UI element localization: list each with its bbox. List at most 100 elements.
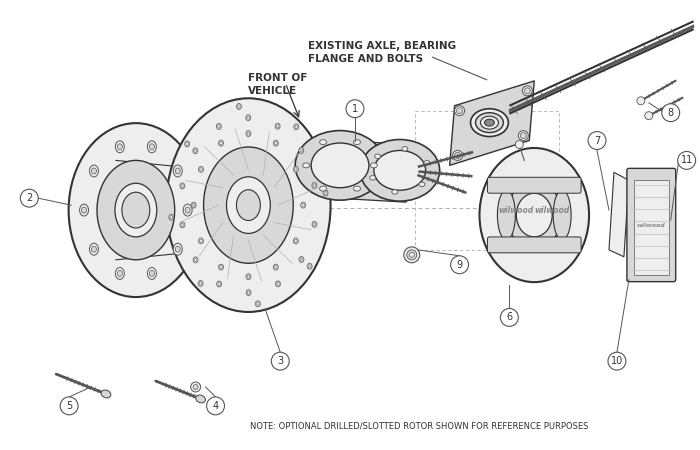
- Circle shape: [410, 252, 414, 257]
- Ellipse shape: [470, 109, 508, 136]
- Ellipse shape: [302, 204, 304, 207]
- Circle shape: [454, 106, 465, 116]
- Ellipse shape: [227, 177, 270, 234]
- Ellipse shape: [370, 176, 376, 180]
- Ellipse shape: [220, 142, 223, 144]
- Circle shape: [645, 112, 653, 120]
- FancyBboxPatch shape: [487, 177, 581, 193]
- Ellipse shape: [370, 163, 377, 168]
- Circle shape: [206, 397, 225, 415]
- Ellipse shape: [101, 390, 111, 398]
- Circle shape: [662, 104, 680, 122]
- Circle shape: [522, 86, 532, 96]
- Ellipse shape: [181, 223, 183, 226]
- Ellipse shape: [186, 207, 190, 213]
- Text: 6: 6: [506, 312, 512, 323]
- Ellipse shape: [299, 148, 304, 153]
- Circle shape: [678, 152, 696, 169]
- Ellipse shape: [237, 104, 242, 109]
- Text: 7: 7: [594, 135, 600, 145]
- Ellipse shape: [218, 283, 220, 285]
- Text: 5: 5: [66, 401, 72, 411]
- Ellipse shape: [480, 116, 498, 129]
- Ellipse shape: [273, 140, 279, 146]
- Ellipse shape: [199, 238, 204, 244]
- Ellipse shape: [217, 281, 222, 287]
- Ellipse shape: [169, 214, 174, 220]
- Ellipse shape: [354, 186, 360, 191]
- Ellipse shape: [82, 207, 87, 213]
- Ellipse shape: [194, 149, 197, 152]
- Ellipse shape: [274, 142, 277, 144]
- Ellipse shape: [196, 395, 205, 403]
- Ellipse shape: [295, 239, 297, 243]
- Circle shape: [193, 384, 198, 390]
- Ellipse shape: [180, 222, 185, 228]
- Ellipse shape: [216, 123, 221, 130]
- Ellipse shape: [312, 143, 369, 188]
- Ellipse shape: [92, 168, 97, 174]
- Text: EXISTING AXLE, BEARING
FLANGE AND BOLTS: EXISTING AXLE, BEARING FLANGE AND BOLTS: [308, 41, 456, 64]
- Ellipse shape: [247, 116, 249, 119]
- Text: 9: 9: [456, 260, 463, 270]
- Ellipse shape: [300, 258, 302, 261]
- Ellipse shape: [374, 154, 381, 158]
- Ellipse shape: [307, 263, 312, 269]
- Circle shape: [518, 130, 528, 140]
- Ellipse shape: [166, 98, 330, 312]
- Text: 1: 1: [352, 104, 358, 114]
- Ellipse shape: [324, 192, 327, 194]
- Circle shape: [608, 352, 626, 370]
- Ellipse shape: [185, 141, 190, 147]
- Ellipse shape: [320, 140, 327, 144]
- Ellipse shape: [180, 183, 185, 189]
- Text: 2: 2: [26, 193, 32, 203]
- Ellipse shape: [118, 270, 122, 276]
- Ellipse shape: [148, 267, 156, 279]
- Ellipse shape: [276, 281, 281, 287]
- Ellipse shape: [246, 130, 251, 136]
- Ellipse shape: [256, 301, 260, 307]
- Text: 3: 3: [277, 356, 284, 366]
- Ellipse shape: [302, 163, 309, 168]
- Circle shape: [453, 150, 463, 160]
- Circle shape: [456, 108, 463, 114]
- Ellipse shape: [170, 216, 172, 219]
- Ellipse shape: [174, 243, 182, 255]
- Ellipse shape: [320, 186, 327, 191]
- Ellipse shape: [238, 105, 240, 108]
- Ellipse shape: [175, 246, 180, 252]
- Ellipse shape: [218, 125, 220, 128]
- Ellipse shape: [295, 125, 298, 128]
- Ellipse shape: [276, 125, 279, 128]
- Ellipse shape: [198, 280, 203, 286]
- Text: 11: 11: [680, 155, 693, 166]
- Ellipse shape: [122, 192, 150, 228]
- Ellipse shape: [424, 161, 430, 165]
- Circle shape: [20, 189, 38, 207]
- Bar: [634, 180, 668, 274]
- Ellipse shape: [204, 147, 293, 263]
- Polygon shape: [449, 81, 534, 165]
- Ellipse shape: [354, 140, 360, 144]
- Circle shape: [190, 382, 201, 392]
- Ellipse shape: [118, 144, 122, 150]
- Ellipse shape: [274, 266, 277, 269]
- Ellipse shape: [199, 168, 202, 171]
- Polygon shape: [609, 172, 629, 257]
- Ellipse shape: [186, 143, 188, 145]
- Ellipse shape: [517, 193, 552, 237]
- Ellipse shape: [374, 150, 426, 190]
- Ellipse shape: [360, 140, 440, 201]
- Circle shape: [524, 88, 531, 94]
- Ellipse shape: [193, 257, 198, 263]
- Ellipse shape: [484, 119, 494, 126]
- Ellipse shape: [149, 270, 154, 276]
- Ellipse shape: [247, 291, 250, 294]
- Text: wilwood: wilwood: [535, 206, 570, 215]
- FancyBboxPatch shape: [487, 237, 581, 253]
- Ellipse shape: [183, 204, 192, 216]
- Ellipse shape: [149, 144, 154, 150]
- Ellipse shape: [175, 168, 180, 174]
- Ellipse shape: [116, 267, 125, 279]
